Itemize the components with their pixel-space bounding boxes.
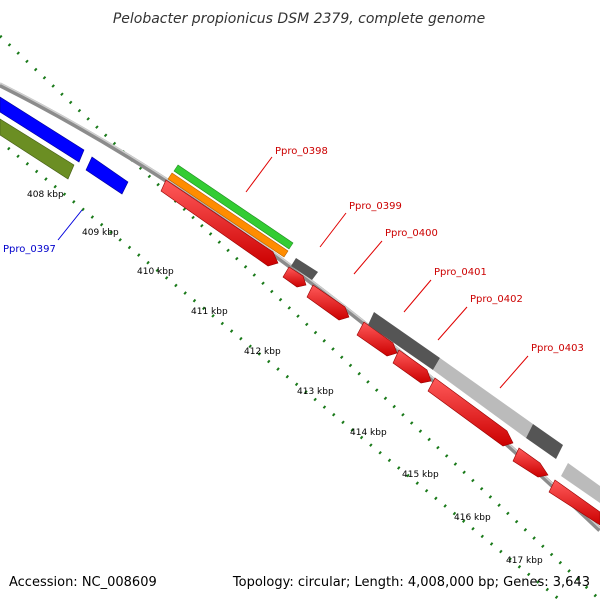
gene-block-ppro0398 bbox=[160, 179, 279, 267]
reverse-track bbox=[0, 96, 129, 195]
gene-block-next-1 bbox=[512, 447, 549, 478]
leader-line-ppro0398 bbox=[245, 156, 273, 193]
kbp-409-label: 409 kbp bbox=[82, 228, 119, 238]
kbp-415-label: 415 kbp bbox=[402, 470, 439, 480]
gene-block-ppro0397-cont bbox=[85, 156, 129, 195]
leader-line-ppro0402 bbox=[437, 306, 468, 341]
leader-line-ppro0399 bbox=[319, 212, 347, 248]
leader-line-ppro0397 bbox=[57, 209, 83, 241]
kbp-scale: 408 kbp 409 kbp 410 kbp 411 kbp 412 kbp … bbox=[27, 190, 543, 566]
gene-block-ppro0403 bbox=[427, 377, 514, 447]
genome-summary-text: Topology: circular; Length: 4,008,000 bp… bbox=[232, 575, 590, 590]
gc-block-1 bbox=[291, 258, 318, 280]
kbp-408-label: 408 kbp bbox=[27, 190, 64, 200]
forward-track bbox=[160, 164, 600, 526]
kbp-410-label: 410 kbp bbox=[137, 267, 174, 277]
gene-block-ppro0397 bbox=[0, 96, 85, 163]
gene-label-ppro0402[interactable]: Ppro_0402 bbox=[470, 294, 523, 305]
gene-labels: Ppro_0397 Ppro_0398 Ppro_0399 Ppro_0400 … bbox=[3, 146, 584, 389]
gene-label-ppro0397[interactable]: Ppro_0397 bbox=[3, 244, 56, 255]
feature-olive bbox=[0, 118, 75, 180]
feature-orange bbox=[167, 172, 289, 258]
kbp-416-label: 416 kbp bbox=[454, 513, 491, 523]
kbp-411-label: 411 kbp bbox=[191, 307, 228, 317]
gene-label-ppro0399[interactable]: Ppro_0399 bbox=[349, 201, 402, 212]
kbp-417-label: 417 kbp bbox=[506, 556, 543, 566]
leader-line-ppro0401 bbox=[403, 279, 432, 313]
gc-block-2 bbox=[368, 312, 440, 370]
gene-block-next-2 bbox=[548, 479, 600, 526]
gc-block-3 bbox=[433, 358, 533, 438]
gene-block-ppro0400 bbox=[306, 284, 350, 321]
feature-green bbox=[173, 164, 294, 250]
outer-tick-ring bbox=[0, 34, 600, 600]
kbp-412-label: 412 kbp bbox=[244, 347, 281, 357]
inner-tick-ring bbox=[7, 146, 561, 600]
map-title: Pelobacter propionicus DSM 2379, complet… bbox=[113, 11, 485, 27]
gene-block-ppro0402 bbox=[392, 349, 432, 384]
gene-block-ppro0401 bbox=[356, 321, 398, 357]
kbp-413-label: 413 kbp bbox=[297, 387, 334, 397]
leader-line-ppro0403 bbox=[499, 355, 529, 389]
gc-block-5 bbox=[561, 463, 600, 503]
gene-label-ppro0401[interactable]: Ppro_0401 bbox=[434, 267, 487, 278]
gene-label-ppro0400[interactable]: Ppro_0400 bbox=[385, 228, 438, 239]
gc-block-4 bbox=[526, 424, 563, 459]
gene-block-ppro0399 bbox=[282, 266, 307, 288]
gene-label-ppro0403[interactable]: Ppro_0403 bbox=[531, 343, 584, 354]
leader-line-ppro0400 bbox=[353, 240, 383, 275]
gene-label-ppro0398[interactable]: Ppro_0398 bbox=[275, 146, 328, 157]
accession-text: Accession: NC_008609 bbox=[9, 575, 157, 590]
kbp-414-label: 414 kbp bbox=[350, 428, 387, 438]
